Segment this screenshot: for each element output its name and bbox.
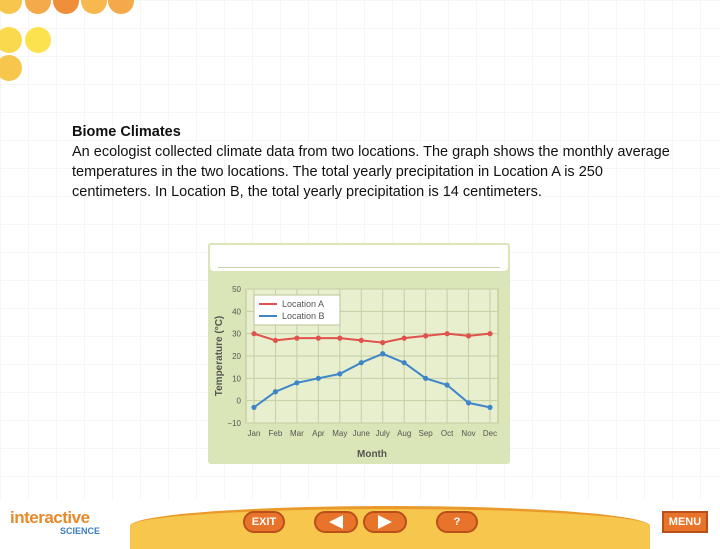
data-point: [444, 382, 450, 388]
menu-button[interactable]: MENU: [662, 511, 708, 533]
slide-title: Biome Climates: [72, 124, 181, 140]
data-point: [423, 375, 429, 381]
left-arrow-icon: [329, 515, 343, 529]
data-point: [358, 360, 364, 366]
x-tick-label: Nov: [461, 429, 475, 438]
exit-button[interactable]: EXIT: [243, 511, 285, 533]
data-point: [465, 400, 472, 406]
data-point: [358, 337, 364, 343]
x-tick-label: June: [353, 429, 371, 438]
data-point: [251, 331, 257, 337]
decorative-dots: [0, 0, 140, 90]
series-line-location-b: [253, 352, 491, 409]
data-point: [465, 333, 472, 339]
data-point: [401, 335, 407, 341]
y-axis-label: Temperature (°C): [214, 316, 225, 397]
data-point: [315, 335, 321, 341]
x-tick-label: Apr: [312, 429, 325, 438]
slide-text: Biome Climates An ecologist collected cl…: [72, 122, 672, 202]
x-tick-label: Sep: [419, 429, 434, 438]
x-axis-label: Month: [357, 449, 387, 460]
help-button[interactable]: ?: [436, 511, 478, 533]
logo-main-text: interactive: [10, 508, 90, 527]
data-point: [272, 337, 279, 343]
legend-label: Location A: [282, 299, 324, 309]
legend-box: [253, 294, 341, 326]
next-button[interactable]: [363, 511, 407, 533]
legend-label: Location B: [282, 311, 325, 321]
y-tick-label: 40: [232, 307, 241, 316]
data-point: [487, 404, 493, 410]
data-point: [380, 351, 386, 357]
y-tick-label: 20: [232, 352, 241, 361]
right-arrow-icon: [378, 515, 392, 529]
temperature-line-chart: −10 0 10 20 30 40 50 Jan Feb Mar Apr May June July Aug…: [214, 285, 499, 460]
x-tick-label: May: [332, 429, 347, 438]
data-point: [337, 335, 343, 341]
footer-bar: interactive SCIENCE EXIT ? MENU: [0, 498, 720, 549]
slide-paragraph: An ecologist collected climate data from…: [72, 144, 670, 200]
x-tick-label: Aug: [397, 429, 411, 438]
y-tick-label: 50: [232, 285, 241, 294]
help-label: ?: [453, 516, 461, 528]
y-tick-label: 30: [232, 330, 241, 339]
menu-label: MENU: [668, 516, 702, 528]
data-point: [294, 335, 300, 341]
x-tick-label: Dec: [483, 429, 497, 438]
x-tick-label: Oct: [441, 429, 454, 438]
data-point: [487, 331, 493, 337]
y-tick-label: 10: [232, 374, 241, 383]
data-point: [401, 360, 407, 366]
exit-label: EXIT: [251, 516, 277, 528]
x-tick-label: July: [376, 429, 390, 438]
data-point: [272, 389, 279, 395]
data-point: [337, 371, 343, 377]
x-tick-label: Feb: [269, 429, 283, 438]
chart-header: [208, 243, 510, 273]
data-point: [423, 333, 429, 339]
logo-sub-text: SCIENCE: [60, 526, 101, 536]
y-tick-label: −10: [227, 419, 241, 428]
chart-panel: −10 0 10 20 30 40 50 Jan Feb Mar Apr May June July Aug…: [208, 243, 510, 464]
back-button[interactable]: [314, 511, 358, 533]
interactive-science-logo: interactive SCIENCE: [10, 508, 100, 536]
data-point: [294, 380, 300, 386]
data-point: [444, 331, 450, 337]
data-point: [380, 340, 386, 346]
y-tick-label: 0: [237, 397, 242, 406]
x-tick-label: Mar: [290, 429, 304, 438]
x-tick-label: Jan: [248, 429, 261, 438]
data-point: [251, 404, 257, 410]
series-line-location-a: [253, 332, 491, 344]
data-point: [315, 375, 321, 381]
